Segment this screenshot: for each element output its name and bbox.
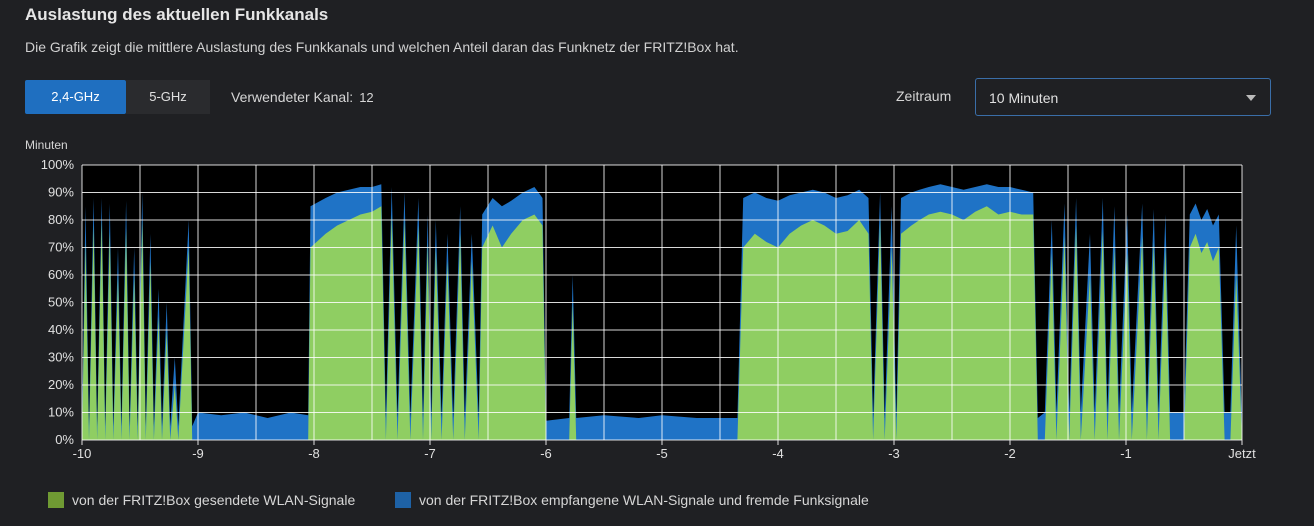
timerange-select[interactable]: 10 Minuten <box>975 78 1271 116</box>
x-tick-label: -4 <box>772 446 784 461</box>
y-tick-label: 100% <box>41 157 75 172</box>
x-tick-label: Jetzt <box>1228 446 1256 461</box>
legend-label-sent: von der FRITZ!Box gesendete WLAN-Signale <box>72 492 356 508</box>
page-description: Die Grafik zeigt die mittlere Auslastung… <box>25 39 739 55</box>
x-tick-label: -2 <box>1004 446 1016 461</box>
y-tick-label: 70% <box>48 240 74 255</box>
y-tick-label: 60% <box>48 267 74 282</box>
y-tick-label: 20% <box>48 377 74 392</box>
x-tick-label: -9 <box>192 446 204 461</box>
legend-received: von der FRITZ!Box empfangene WLAN-Signal… <box>395 492 869 508</box>
x-tick-label: -1 <box>1120 446 1132 461</box>
band-tabs: 2,4-GHz 5-GHz <box>25 80 210 114</box>
timerange-label: Zeitraum <box>896 88 952 104</box>
page-title: Auslastung des aktuellen Funkkanals <box>25 5 329 24</box>
channel-value: 12 <box>359 90 374 105</box>
y-tick-label: 50% <box>48 295 74 310</box>
chevron-down-icon <box>1246 95 1256 101</box>
x-tick-label: -5 <box>656 446 668 461</box>
x-tick-label: -7 <box>424 446 436 461</box>
legend-sent: von der FRITZ!Box gesendete WLAN-Signale <box>48 492 355 508</box>
legend-swatch-sent <box>48 492 64 508</box>
y-tick-label: 30% <box>48 350 74 365</box>
legend-label-received: von der FRITZ!Box empfangene WLAN-Signal… <box>419 492 869 508</box>
y-tick-label: 0% <box>55 432 74 447</box>
utilization-chart: Minuten 0% 10% 20% 30% 40% 50% 60% 70% 80% 90% 100… <box>25 138 1256 461</box>
channel-info: Verwendeter Kanal: 12 <box>231 89 374 105</box>
y-tick-label: 10% <box>48 405 74 420</box>
tab-2-4-ghz[interactable]: 2,4-GHz <box>25 80 126 114</box>
x-tick-label: -6 <box>540 446 552 461</box>
channel-label: Verwendeter Kanal: <box>231 89 354 105</box>
timerange-selected-value: 10 Minuten <box>989 90 1059 106</box>
x-tick-label: -3 <box>888 446 900 461</box>
y-tick-label: 90% <box>48 185 74 200</box>
tab-5-ghz[interactable]: 5-GHz <box>126 80 210 114</box>
legend-swatch-received <box>395 492 411 508</box>
x-tick-label: -10 <box>73 446 92 461</box>
y-axis-label: Minuten <box>25 138 68 152</box>
x-tick-label: -8 <box>308 446 320 461</box>
y-tick-label: 40% <box>48 322 74 337</box>
y-tick-label: 80% <box>48 212 74 227</box>
